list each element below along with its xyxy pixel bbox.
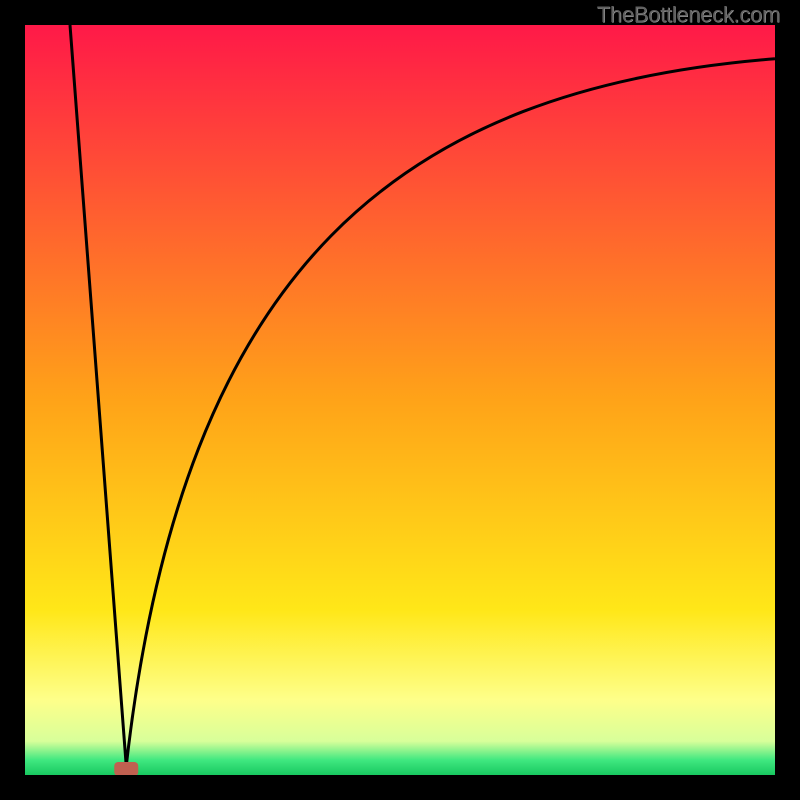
chart-container: TheBottleneck.com — [0, 0, 800, 800]
watermark-text: TheBottleneck.com — [597, 2, 780, 28]
plot-background — [25, 25, 775, 775]
bottleneck-chart — [0, 0, 800, 800]
optimal-point-marker — [114, 762, 138, 776]
